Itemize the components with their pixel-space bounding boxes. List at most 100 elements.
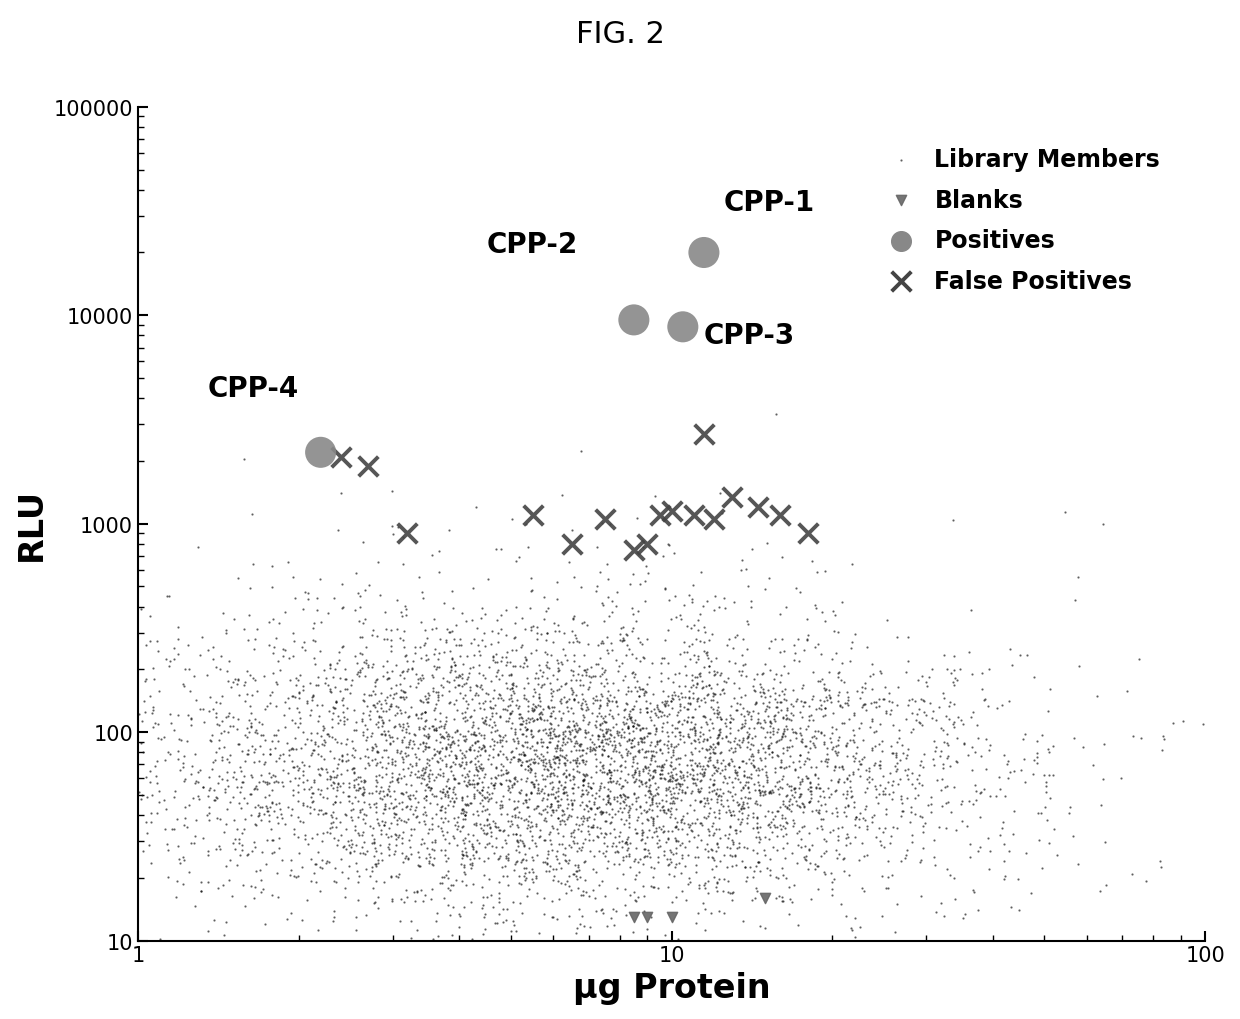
Library Members — [461, 753, 481, 769]
Library Members — [513, 747, 533, 763]
Library Members — [507, 731, 527, 747]
Library Members — [441, 758, 461, 774]
Library Members — [812, 783, 832, 799]
Library Members — [477, 850, 497, 866]
Library Members — [246, 816, 265, 833]
Library Members — [458, 848, 477, 864]
Library Members — [836, 908, 856, 924]
Library Members — [712, 755, 732, 771]
Library Members — [167, 872, 187, 889]
Library Members — [651, 673, 671, 689]
Library Members — [704, 740, 724, 756]
Library Members — [701, 746, 720, 762]
Library Members — [366, 751, 386, 767]
Library Members — [773, 793, 792, 809]
Library Members — [725, 764, 745, 781]
Library Members — [517, 888, 537, 904]
Library Members — [445, 756, 465, 772]
Library Members — [742, 755, 761, 771]
Library Members — [697, 647, 717, 663]
Library Members — [618, 766, 637, 783]
Library Members — [870, 753, 890, 769]
Library Members — [219, 718, 239, 735]
Library Members — [620, 577, 640, 593]
Library Members — [456, 754, 476, 770]
Library Members — [794, 678, 813, 694]
Library Members — [419, 740, 439, 756]
Library Members — [999, 693, 1019, 709]
Library Members — [822, 822, 842, 839]
Library Members — [676, 892, 696, 908]
Library Members — [495, 822, 515, 839]
Library Members — [239, 667, 259, 684]
Library Members — [650, 796, 670, 812]
Library Members — [645, 762, 665, 779]
Library Members — [626, 771, 646, 788]
Library Members — [516, 651, 536, 667]
Library Members — [605, 845, 625, 861]
Library Members — [563, 713, 583, 730]
Library Members — [822, 873, 842, 890]
Library Members — [645, 823, 665, 840]
Library Members — [678, 848, 698, 864]
Library Members — [651, 655, 671, 672]
Library Members — [681, 822, 701, 839]
Library Members — [574, 771, 594, 788]
Library Members — [378, 819, 398, 836]
Library Members — [651, 708, 671, 725]
Library Members — [516, 870, 536, 887]
Library Members — [601, 693, 621, 709]
Library Members — [436, 709, 456, 726]
Library Members — [492, 738, 512, 754]
Library Members — [682, 747, 702, 763]
Library Members — [401, 777, 420, 794]
Library Members — [430, 802, 450, 818]
Library Members — [472, 774, 492, 791]
Library Members — [652, 799, 672, 815]
Library Members — [376, 693, 396, 709]
Library Members — [792, 731, 812, 747]
Library Members — [434, 644, 454, 660]
Library Members — [733, 647, 753, 663]
Library Members — [192, 629, 212, 645]
Library Members — [557, 699, 577, 715]
Library Members — [760, 688, 780, 704]
Library Members — [425, 700, 445, 716]
Library Members — [402, 758, 422, 774]
Library Members — [464, 767, 484, 784]
Library Members — [466, 678, 486, 694]
Library Members — [508, 698, 528, 714]
Library Members — [759, 699, 779, 715]
Library Members — [962, 739, 982, 755]
Library Members — [574, 614, 594, 631]
Library Members — [755, 808, 775, 824]
Library Members — [335, 681, 355, 697]
Library Members — [187, 788, 207, 804]
Library Members — [774, 686, 794, 702]
Library Members — [1011, 647, 1030, 663]
Library Members — [417, 775, 436, 792]
Library Members — [727, 736, 746, 752]
Library Members — [738, 728, 758, 744]
Library Members — [355, 654, 374, 671]
Library Members — [796, 852, 816, 868]
Library Members — [455, 797, 475, 813]
Library Members — [627, 755, 647, 771]
Library Members — [249, 773, 269, 790]
Library Members — [394, 640, 414, 656]
Library Members — [909, 767, 929, 784]
Library Members — [244, 879, 264, 896]
Library Members — [699, 722, 719, 739]
Library Members — [825, 743, 844, 759]
Library Members — [672, 686, 692, 702]
Library Members — [656, 781, 676, 797]
Library Members — [249, 807, 269, 823]
Library Members — [455, 830, 475, 847]
Library Members — [825, 871, 844, 888]
Library Members — [506, 725, 526, 741]
Library Members — [341, 809, 361, 825]
Library Members — [671, 767, 691, 784]
Library Members — [598, 721, 618, 738]
Library Members — [556, 677, 575, 693]
Library Members — [645, 753, 665, 769]
